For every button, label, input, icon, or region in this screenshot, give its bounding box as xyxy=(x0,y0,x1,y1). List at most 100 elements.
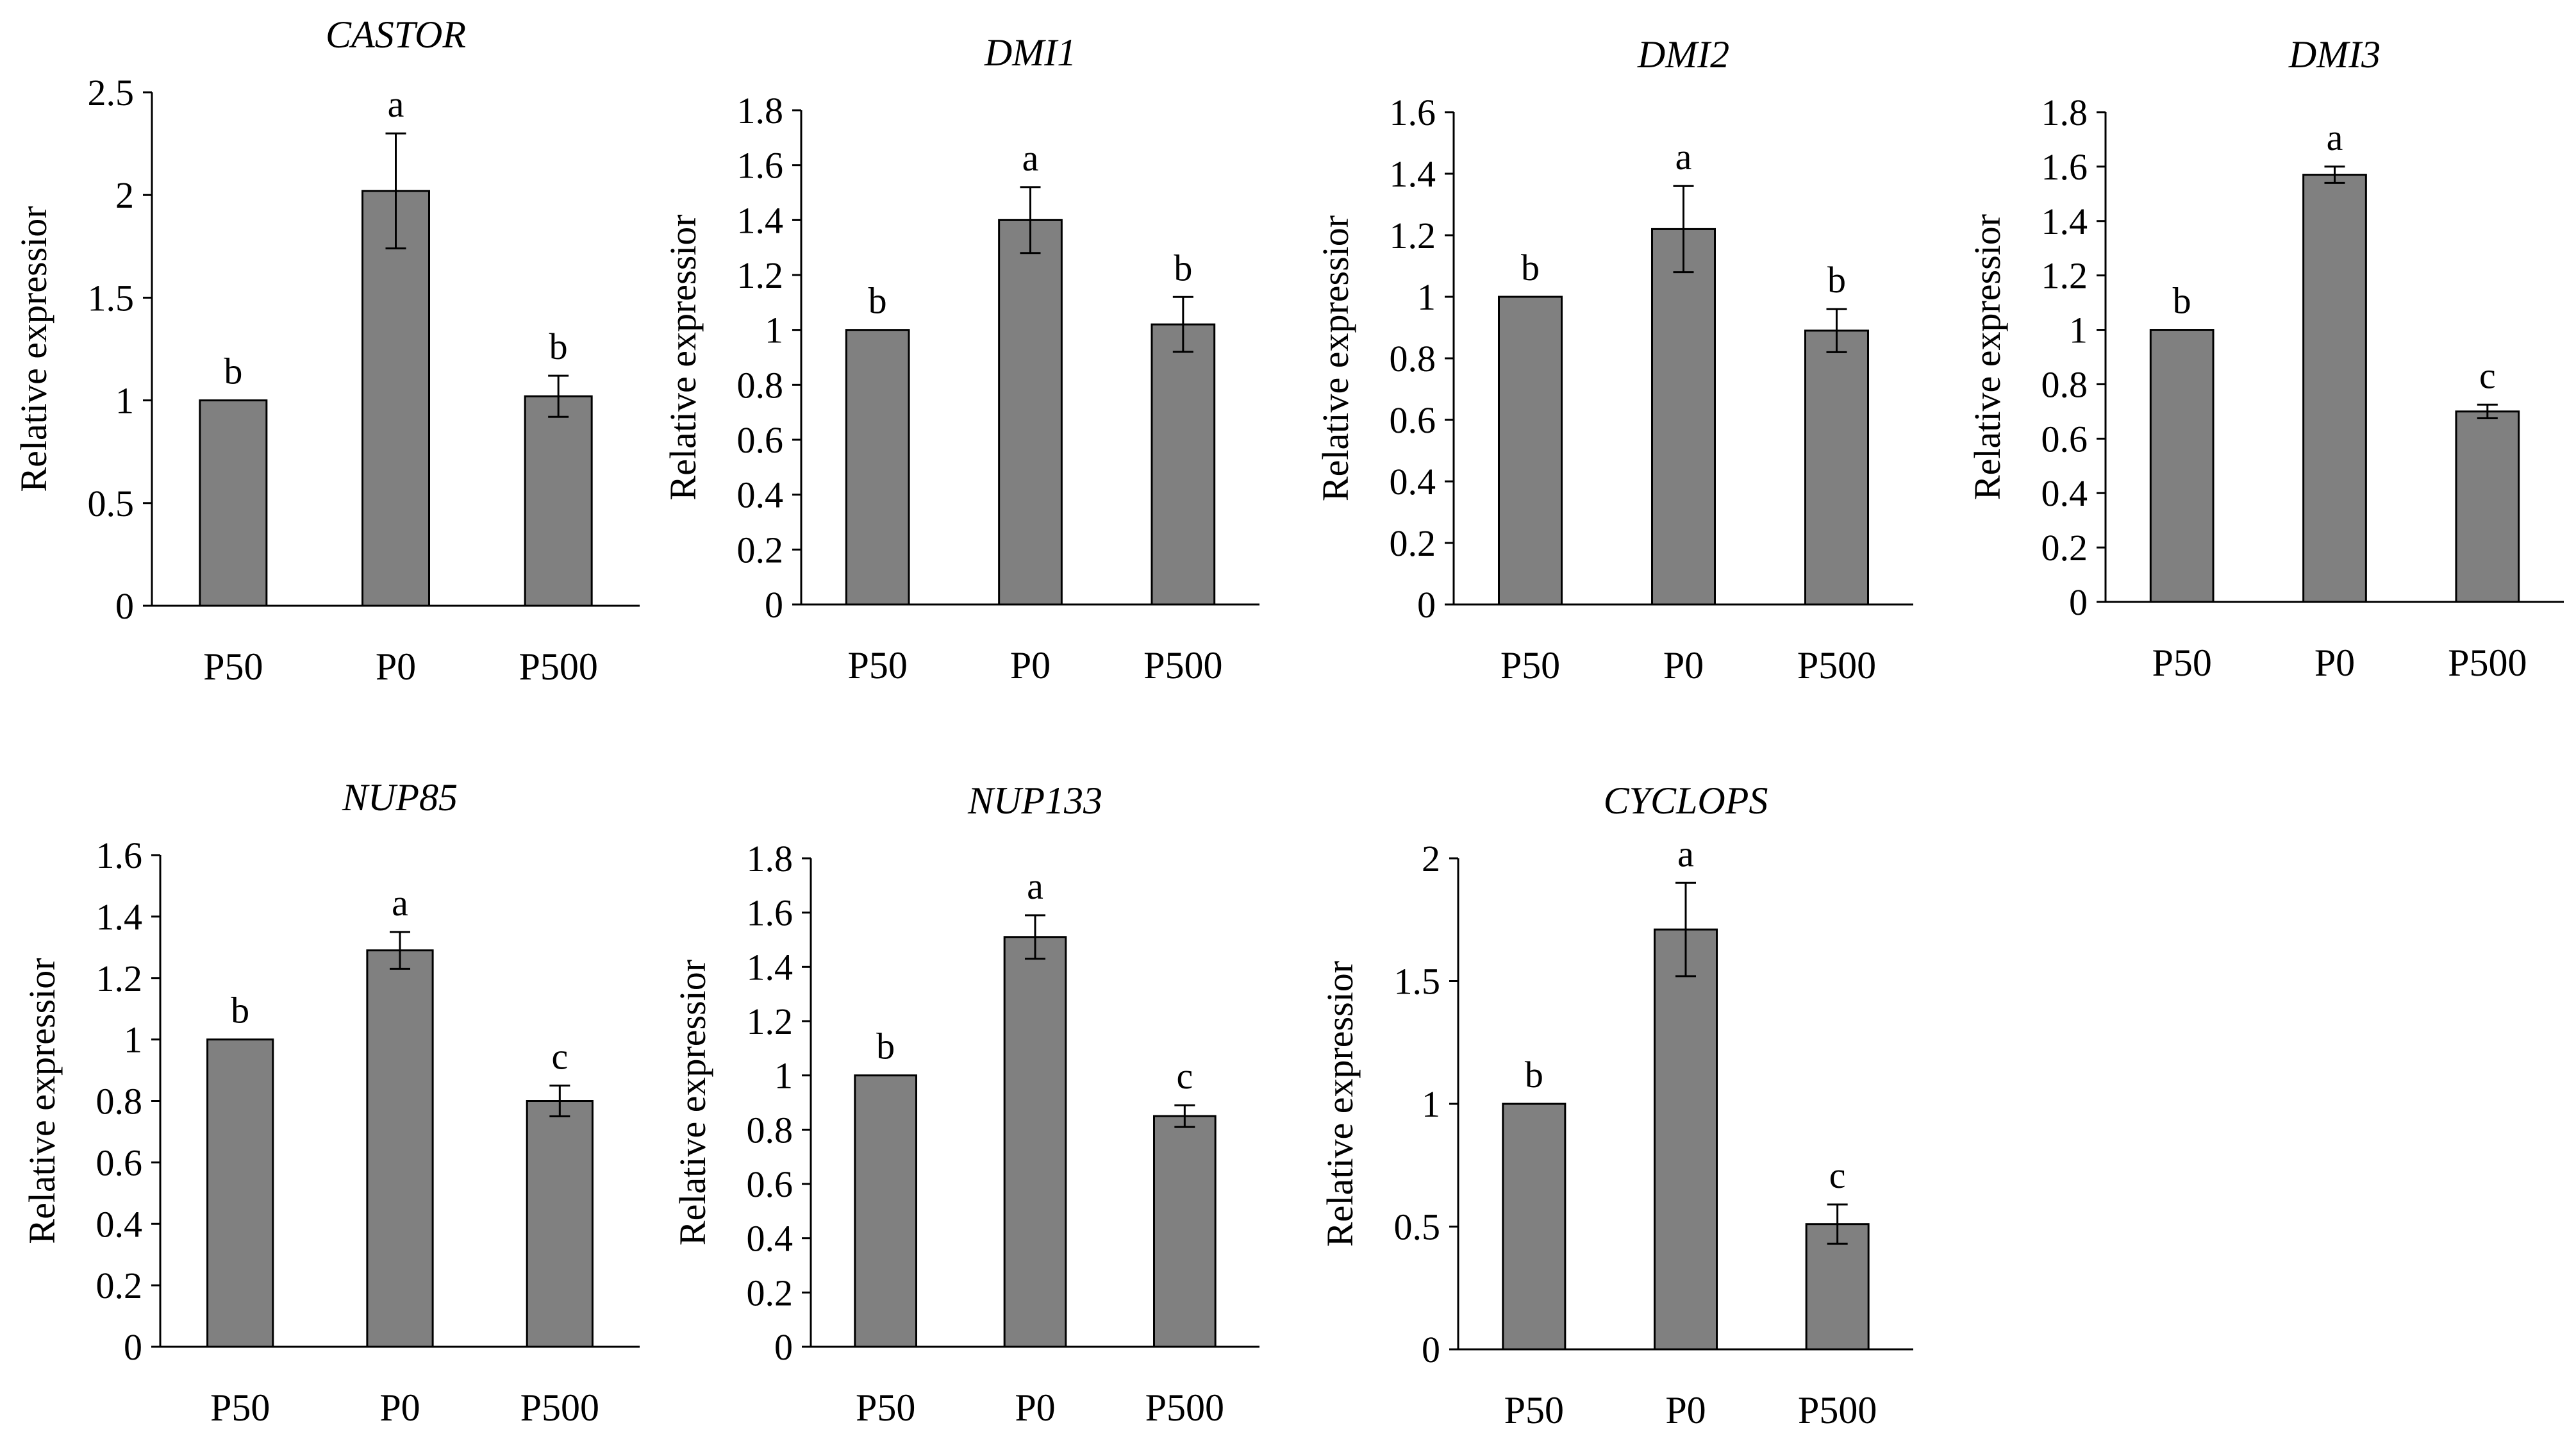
y-tick-label: 1.8 xyxy=(747,838,794,879)
significance-letter: b xyxy=(1174,247,1192,288)
y-tick-label: 0.6 xyxy=(96,1142,143,1183)
bar-p50 xyxy=(2149,329,2215,603)
chart-title: DMI1 xyxy=(984,31,1076,74)
x-tick-label: P500 xyxy=(2448,642,2527,684)
bar-p50 xyxy=(1502,1103,1566,1351)
y-tick-label: 1.2 xyxy=(747,1001,794,1042)
x-tick-label: P50 xyxy=(210,1387,270,1429)
y-tick-label: 0 xyxy=(2069,581,2088,623)
y-axis-label: Relative expressior xyxy=(672,960,713,1245)
bar-p500 xyxy=(524,395,593,607)
bar-p0 xyxy=(361,190,431,607)
chart-dmi3: DMI3 Relative expressior 0 0.2 0.4 0.6 0.8 1 1.2… xyxy=(1966,33,2564,684)
bar-p50 xyxy=(206,1038,274,1348)
y-tick-label: 1.6 xyxy=(737,145,784,187)
bar-p50 xyxy=(199,399,268,607)
bar-p0 xyxy=(1653,928,1718,1351)
significance-letter: c xyxy=(2479,354,2496,396)
y-tick-label: 0.2 xyxy=(1390,522,1436,564)
bar-p50 xyxy=(854,1074,918,1348)
chart-title: NUP85 xyxy=(342,776,458,819)
x-tick-label: P50 xyxy=(847,644,907,687)
x-tick-label: P50 xyxy=(203,646,263,688)
plot-area: NUP85 Relative expressior 0 0.2 0.4 0.6 0.8 1 1.… xyxy=(21,776,640,1429)
y-axis-label: Relative expressior xyxy=(1966,214,2008,500)
significance-letter: b xyxy=(1827,259,1846,301)
significance-letter: a xyxy=(1027,865,1043,907)
chart-title: DMI3 xyxy=(2288,33,2381,76)
bar-p500 xyxy=(1805,1223,1870,1351)
y-tick-label: 0.8 xyxy=(96,1081,143,1122)
y-tick-label: 1.8 xyxy=(2041,92,2088,133)
significance-letter: b xyxy=(549,326,568,367)
y-tick-label: 1 xyxy=(124,1019,142,1061)
significance-letter: a xyxy=(1022,137,1039,179)
y-tick-label: 1.5 xyxy=(1394,961,1441,1003)
significance-letter: a xyxy=(392,882,408,924)
chart-dmi2: DMI2 Relative expressior 0 0.2 0.4 0.6 0.8 1 1.2… xyxy=(1315,33,1913,687)
x-tick-label: P500 xyxy=(1145,1387,1224,1429)
chart-title: NUP133 xyxy=(967,779,1102,822)
x-tick-label: P500 xyxy=(1143,644,1222,687)
x-tick-label: P500 xyxy=(519,646,597,688)
y-tick-label: 1.2 xyxy=(1390,215,1436,256)
plot-area: DMI1 Relative expressior 0 0.2 0.4 0.6 0.8 1 1.2… xyxy=(662,31,1259,687)
bar-p50 xyxy=(1498,296,1563,606)
y-tick-label: 1 xyxy=(1422,1083,1440,1125)
y-tick-label: 0 xyxy=(1417,584,1436,626)
y-tick-label: 0.8 xyxy=(747,1109,794,1151)
x-tick-label: P0 xyxy=(1663,644,1704,687)
y-tick-label: 0.8 xyxy=(1390,338,1436,379)
x-tick-label: P50 xyxy=(1504,1389,1564,1431)
x-tick-label: P0 xyxy=(376,646,416,688)
x-tick-label: P0 xyxy=(2314,642,2355,684)
y-tick-label: 1.4 xyxy=(96,896,143,938)
y-tick-label: 0 xyxy=(765,584,783,626)
significance-letter: a xyxy=(388,83,404,125)
y-tick-label: 2 xyxy=(115,174,134,216)
significance-letter: a xyxy=(1677,833,1694,874)
significance-letter: b xyxy=(231,990,249,1031)
y-axis-label: Relative expressior xyxy=(13,206,54,492)
y-tick-label: 0.2 xyxy=(2041,527,2088,569)
significance-letter: a xyxy=(1675,136,1692,178)
bar-p500 xyxy=(1153,1115,1217,1348)
y-tick-label: 0.4 xyxy=(747,1218,794,1260)
y-tick-label: 1.4 xyxy=(2041,201,2088,242)
chart-title: DMI2 xyxy=(1637,33,1729,76)
significance-letter: b xyxy=(1525,1054,1543,1095)
y-tick-label: 1 xyxy=(765,310,783,351)
y-tick-label: 0.2 xyxy=(737,529,784,571)
x-tick-label: P50 xyxy=(1500,644,1560,687)
y-tick-label: 1 xyxy=(115,380,134,422)
x-tick-label: P500 xyxy=(1798,1389,1877,1431)
chart-castor: CASTOR Relative expressior 0 0.5 1 1.5 2 2.5 b P5… xyxy=(13,13,640,688)
y-tick-label: 0.4 xyxy=(96,1203,143,1245)
bar-p0 xyxy=(2302,174,2367,603)
y-tick-label: 2.5 xyxy=(88,72,135,113)
y-tick-label: 2 xyxy=(1422,838,1440,879)
chart-cyclops: CYCLOPS Relative expressior 0 0.5 1 1.5 2 b P50 a… xyxy=(1319,779,1913,1431)
y-axis-label: Relative expressior xyxy=(1315,215,1356,501)
y-tick-label: 0.6 xyxy=(1390,399,1436,441)
y-tick-label: 0.2 xyxy=(96,1265,143,1306)
bar-p500 xyxy=(1151,323,1216,606)
y-tick-label: 0.5 xyxy=(1394,1206,1441,1248)
y-tick-label: 0 xyxy=(1422,1329,1440,1370)
y-tick-label: 1.2 xyxy=(737,254,784,296)
significance-letter: b xyxy=(224,351,242,392)
y-tick-label: 1.6 xyxy=(96,835,143,876)
y-tick-label: 0.8 xyxy=(737,364,784,406)
y-tick-label: 0.6 xyxy=(2041,418,2088,460)
bar-p0 xyxy=(998,219,1063,606)
plot-area: DMI3 Relative expressior 0 0.2 0.4 0.6 0.8 1 1.2… xyxy=(1966,33,2564,684)
chart-title: CASTOR xyxy=(326,13,466,56)
x-tick-label: P0 xyxy=(1665,1389,1706,1431)
bar-p500 xyxy=(526,1100,594,1348)
y-tick-label: 0.8 xyxy=(2041,363,2088,405)
y-tick-label: 0 xyxy=(774,1326,793,1368)
chart-nup133: NUP133 Relative expressior 0 0.2 0.4 0.6 0.8 1 1… xyxy=(672,779,1259,1429)
significance-letter: b xyxy=(868,280,887,322)
y-tick-label: 0.2 xyxy=(747,1272,794,1313)
y-axis-label: Relative expressior xyxy=(1319,961,1361,1247)
